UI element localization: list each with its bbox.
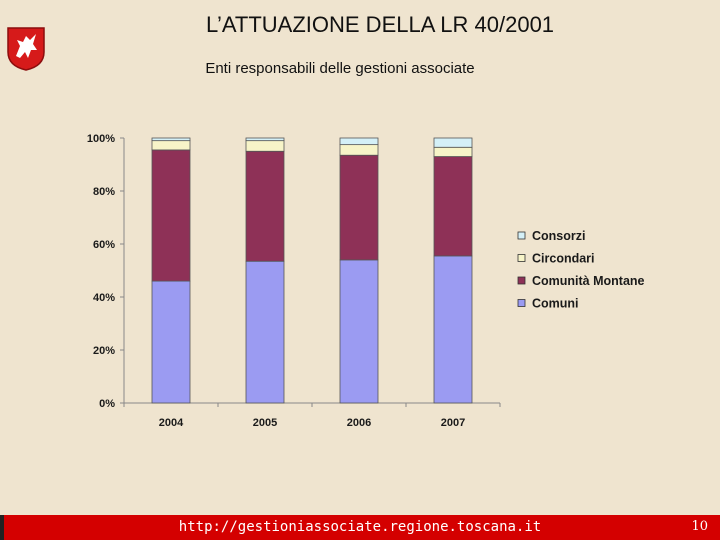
bar-segment (245, 150, 285, 262)
bar-segment (151, 140, 191, 151)
bar-segment (151, 280, 191, 404)
x-tick-label: 2004 (159, 417, 184, 429)
y-tick-label: 0% (99, 398, 115, 410)
page-number: 10 (691, 519, 708, 534)
legend-label: Circondari (532, 252, 595, 266)
y-tick-label: 100% (87, 133, 115, 145)
bar-segment (151, 137, 191, 142)
y-tick-label: 60% (93, 239, 115, 251)
legend-swatch (517, 299, 526, 307)
bar-segment (245, 137, 285, 142)
bar-segment (339, 137, 379, 146)
bar-segment (245, 140, 285, 152)
x-tick-label: 2007 (441, 417, 465, 429)
bar-segment (245, 260, 285, 404)
legend-label: Comunità Montane (532, 274, 645, 288)
legend-label: Consorzi (532, 229, 585, 243)
legend-label: Comuni (532, 297, 579, 311)
x-tick-label: 2006 (347, 417, 371, 429)
legend-swatch (517, 276, 526, 285)
bar-segment (339, 144, 379, 156)
page-title: L’ATTUAZIONE DELLA LR 40/2001 (205, 12, 555, 37)
legend-swatch (517, 231, 526, 240)
bar-segment (433, 156, 473, 257)
bar-segment (151, 149, 191, 282)
footer-edge (0, 515, 4, 540)
y-tick-label: 40% (93, 292, 115, 304)
bar-segment (339, 154, 379, 261)
legend-swatch (517, 254, 526, 262)
bar-segment (339, 259, 379, 404)
bar-segment (433, 137, 473, 148)
y-tick-label: 80% (93, 186, 115, 198)
y-tick-label: 20% (93, 345, 115, 357)
bar-segment (433, 255, 473, 404)
footer-url: http://gestioniassociate.regione.toscana… (178, 519, 542, 535)
footer-bar: http://gestioniassociate.regione.toscana… (0, 515, 720, 540)
bar-segment (433, 146, 473, 157)
pegasus-crest-icon (7, 27, 45, 71)
page-subtitle: Enti responsabili delle gestioni associa… (205, 60, 475, 77)
x-tick-label: 2005 (253, 417, 277, 429)
